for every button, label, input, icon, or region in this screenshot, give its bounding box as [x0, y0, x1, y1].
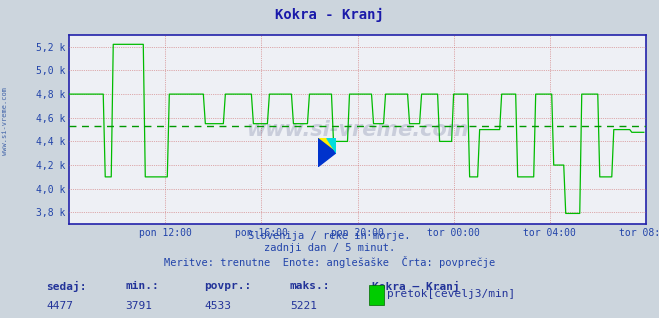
Polygon shape — [318, 138, 336, 167]
Text: 5221: 5221 — [290, 301, 317, 310]
Text: sedaj:: sedaj: — [46, 281, 86, 293]
Text: pretok[čevelj3/min]: pretok[čevelj3/min] — [387, 289, 516, 300]
Text: 3791: 3791 — [125, 301, 152, 310]
Text: 4533: 4533 — [204, 301, 231, 310]
Text: maks.:: maks.: — [290, 281, 330, 291]
Text: Slovenija / reke in morje.: Slovenija / reke in morje. — [248, 231, 411, 240]
Text: min.:: min.: — [125, 281, 159, 291]
Text: Kokra – Kranj: Kokra – Kranj — [372, 281, 460, 293]
Polygon shape — [327, 138, 336, 153]
Text: zadnji dan / 5 minut.: zadnji dan / 5 minut. — [264, 243, 395, 253]
Text: povpr.:: povpr.: — [204, 281, 252, 291]
Text: 4477: 4477 — [46, 301, 73, 310]
Text: Kokra - Kranj: Kokra - Kranj — [275, 8, 384, 22]
Text: www.si-vreme.com: www.si-vreme.com — [2, 87, 9, 155]
Polygon shape — [318, 138, 336, 153]
Text: Meritve: trenutne  Enote: anglešaške  Črta: povprečje: Meritve: trenutne Enote: anglešaške Črta… — [164, 256, 495, 268]
Text: www.si-vreme.com: www.si-vreme.com — [246, 120, 469, 140]
